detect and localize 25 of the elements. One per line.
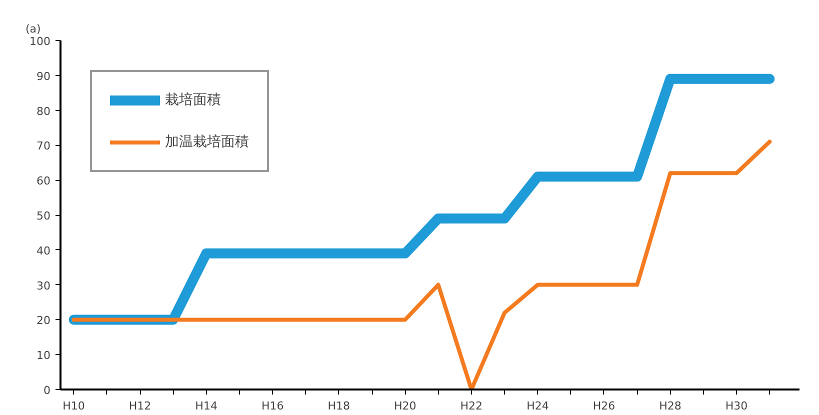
y-tick-label: 60 — [36, 174, 51, 188]
y-tick-label: 50 — [36, 210, 51, 222]
y-tick-label: 80 — [36, 104, 51, 118]
x-tick-label: H28 — [659, 400, 682, 412]
x-tick-label: H16 — [261, 400, 284, 412]
y-tick-label: 0 — [44, 384, 50, 397]
x-tick-label: H26 — [592, 400, 616, 412]
y-tick-label: 70 — [36, 140, 51, 153]
y-axis-title: (a) — [26, 22, 41, 36]
y-tick-label: 40 — [36, 244, 51, 258]
x-tick-label: H14 — [195, 400, 218, 412]
x-tick-label: H30 — [725, 400, 748, 412]
y-tick-label: 90 — [36, 70, 51, 83]
y-tick-label: 100 — [30, 35, 51, 48]
x-tick-label: H10 — [62, 400, 85, 412]
y-tick-label: 10 — [36, 349, 51, 362]
legend-label: 加温栽培面積 — [165, 133, 249, 151]
x-tick-label: H22 — [460, 400, 483, 412]
y-tick-label: 20 — [36, 314, 51, 328]
x-tick-label: H12 — [128, 400, 152, 412]
x-tick-label: H18 — [328, 400, 350, 412]
legend-label: 栽培面積 — [165, 91, 221, 109]
x-tick-label: H24 — [526, 400, 549, 412]
x-tick-label: H20 — [394, 400, 416, 412]
y-tick-label: 30 — [36, 279, 51, 292]
